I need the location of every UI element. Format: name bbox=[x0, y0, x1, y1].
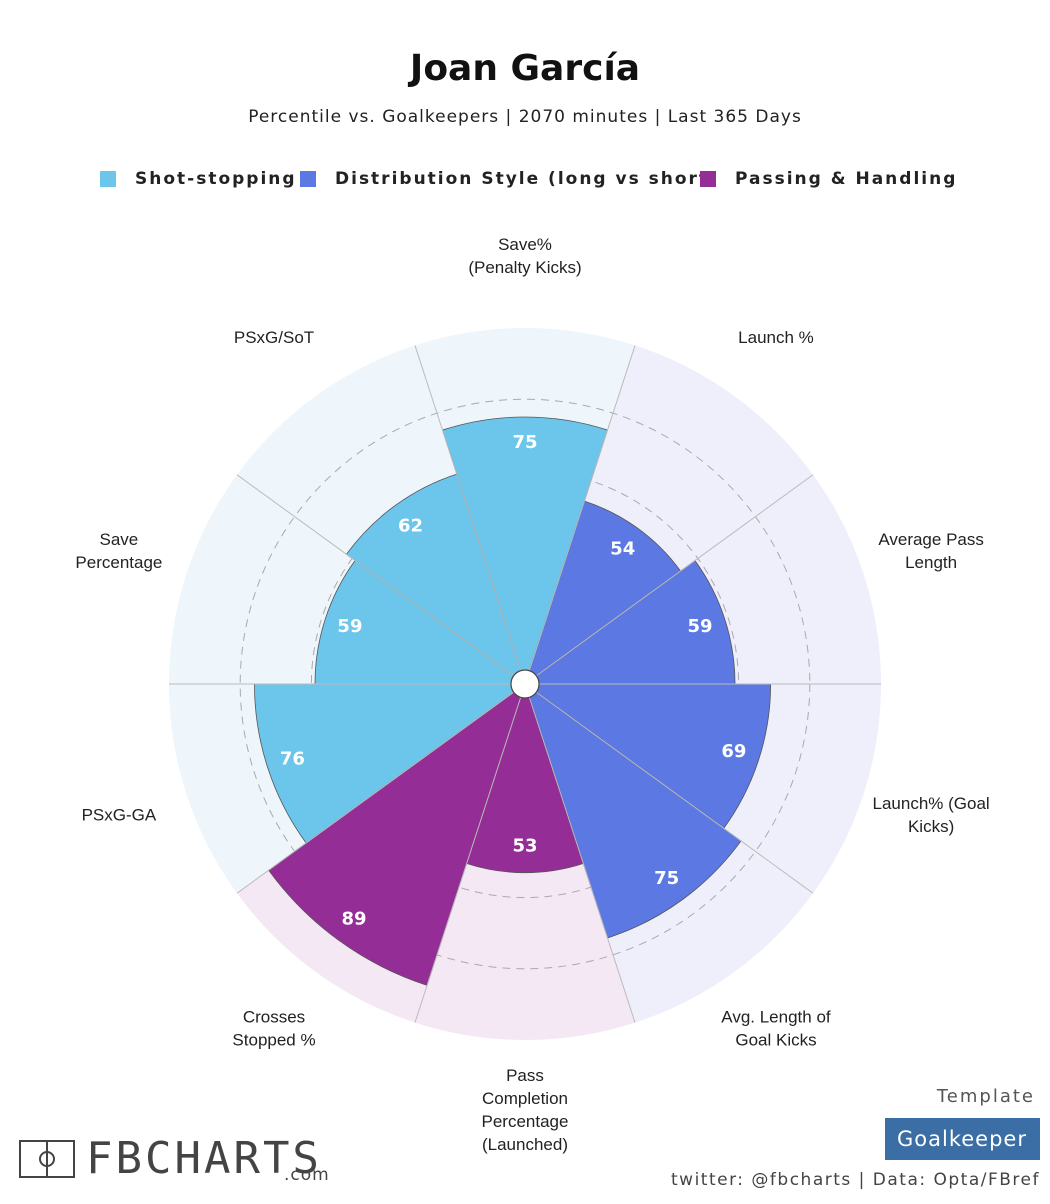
category-label: Goal Kicks bbox=[735, 1030, 816, 1049]
category-label: Percentage bbox=[482, 1112, 569, 1131]
template-label: Template bbox=[936, 1086, 1035, 1107]
slice-divider bbox=[524, 345, 636, 685]
slice-divider bbox=[236, 683, 526, 894]
legend-swatch bbox=[700, 171, 716, 187]
value-label: 76 bbox=[280, 749, 305, 770]
bar bbox=[314, 559, 527, 685]
category-label: (Penalty Kicks) bbox=[468, 258, 581, 277]
category-label: Save bbox=[100, 530, 139, 549]
category-label: Length bbox=[905, 553, 957, 572]
category-label: Crosses bbox=[243, 1007, 305, 1026]
category-label: Kicks) bbox=[908, 817, 954, 836]
slice-divider bbox=[524, 474, 814, 685]
bar bbox=[466, 682, 584, 874]
bar bbox=[254, 683, 527, 844]
bar bbox=[524, 500, 682, 686]
legend-swatch bbox=[300, 171, 316, 187]
slice-divider bbox=[236, 474, 526, 685]
legend-label: Distribution Style (long vs short) bbox=[335, 169, 719, 189]
slice-divider bbox=[524, 683, 636, 1023]
logo-icon bbox=[19, 1140, 75, 1178]
category-label: Launch% (Goal bbox=[873, 794, 990, 813]
bar bbox=[524, 682, 742, 939]
category-label: Completion bbox=[482, 1089, 568, 1108]
chart-subtitle: Percentile vs. Goalkeepers | 2070 minute… bbox=[248, 107, 802, 127]
value-label: 59 bbox=[688, 616, 713, 637]
value-label: 54 bbox=[610, 539, 635, 560]
bar bbox=[268, 682, 526, 986]
category-label: Pass bbox=[506, 1066, 544, 1085]
credit: twitter: @fbcharts | Data: Opta/FBref bbox=[671, 1170, 1040, 1190]
value-label: 59 bbox=[337, 616, 362, 637]
brand: FBCHARTS bbox=[86, 1133, 322, 1184]
value-label: 62 bbox=[398, 515, 423, 536]
chart-title: Joan García bbox=[407, 48, 640, 89]
bar bbox=[345, 473, 526, 686]
value-label: 75 bbox=[654, 868, 679, 889]
brand-suffix: .com bbox=[284, 1165, 330, 1185]
legend: Shot-stopping Distribution Style (long vs… bbox=[100, 169, 957, 189]
category-label: Avg. Length of bbox=[721, 1007, 831, 1026]
category-label: (Launched) bbox=[482, 1135, 568, 1154]
template-name: Goalkeeper bbox=[897, 1127, 1027, 1151]
category-label: PSxG/SoT bbox=[234, 328, 314, 347]
category-label: Launch % bbox=[738, 328, 814, 347]
slice-divider bbox=[414, 683, 526, 1023]
legend-label: Passing & Handling bbox=[735, 169, 957, 189]
value-label: 69 bbox=[721, 741, 746, 762]
bar bbox=[441, 416, 609, 686]
category-label: Percentage bbox=[75, 553, 162, 572]
slice-divider bbox=[414, 345, 526, 685]
legend-label: Shot-stopping bbox=[135, 169, 297, 189]
bar bbox=[523, 683, 772, 829]
plot: 75 76 59 62 54 59 69 75 53 89 Save% (Penalty Kicks)… bbox=[75, 235, 989, 1154]
category-label: PSxG-GA bbox=[82, 805, 157, 824]
value-label: 75 bbox=[512, 432, 537, 453]
slice-divider bbox=[524, 683, 814, 894]
center-hole bbox=[510, 669, 540, 699]
category-label: Stopped % bbox=[232, 1030, 315, 1049]
bar bbox=[523, 559, 736, 685]
legend-swatch bbox=[100, 171, 116, 187]
category-label: Average Pass bbox=[878, 530, 984, 549]
value-label: 89 bbox=[342, 908, 367, 929]
category-label: Save% bbox=[498, 235, 552, 254]
value-label: 53 bbox=[512, 836, 537, 857]
template-box bbox=[885, 1118, 1040, 1160]
